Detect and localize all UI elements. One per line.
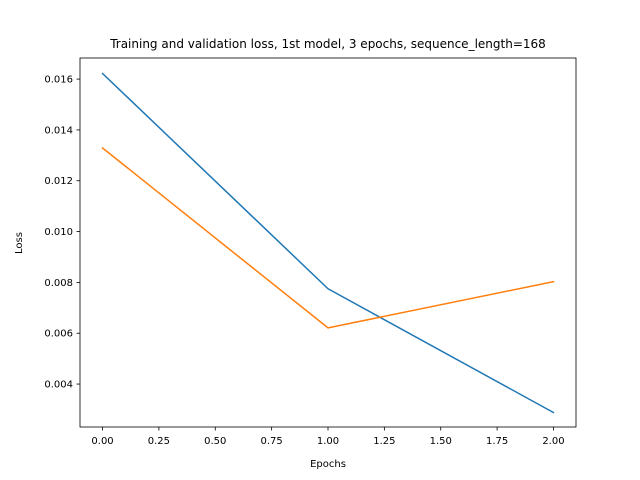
x-tick-label: 0.50 [204,436,226,447]
x-axis-title: Epochs [310,459,346,470]
series-line-2 [101,146,555,329]
x-tick-label: 2.00 [542,436,564,447]
x-tick-label: 1.50 [430,436,452,447]
y-tick-label: 0.006 [44,329,73,340]
y-tick-label: 0.016 [44,75,73,86]
x-tick-label: 0.75 [261,436,283,447]
y-tick-label: 0.014 [44,125,73,136]
y-tick-label: 0.010 [44,227,73,238]
x-tick-label: 0.25 [148,436,170,447]
x-tick-label: 1.75 [486,436,508,447]
x-tick-label: 0.00 [91,436,113,447]
x-tick-label: 1.00 [317,436,339,447]
series-line-1 [101,72,555,414]
x-tick-label: 1.25 [373,436,395,447]
y-tick-label: 0.012 [44,176,73,187]
y-tick-label: 0.008 [44,278,73,289]
y-tick-label: 0.004 [44,380,73,391]
y-axis-title: Loss [14,232,25,254]
chart-title: Training and validation loss, 1st model,… [109,37,546,51]
